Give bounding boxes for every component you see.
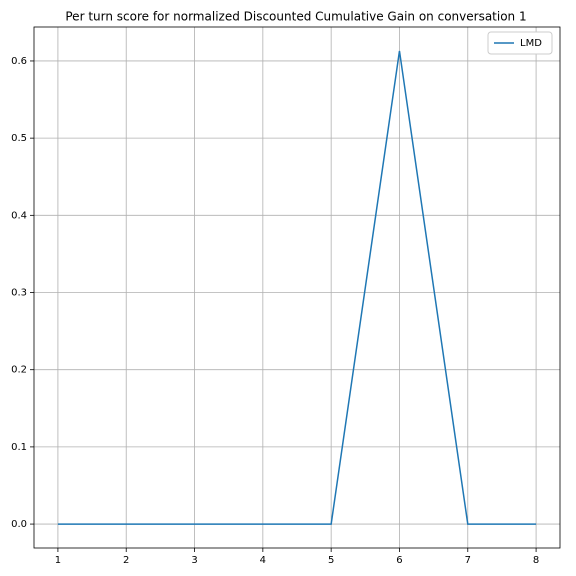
y-tick-label: 0.2 [11,365,27,376]
x-tick-label: 1 [55,555,61,566]
x-tick-label: 2 [123,555,129,566]
y-tick-label: 0.3 [11,288,27,299]
y-tick-label: 0.5 [11,133,27,144]
legend-box [487,31,553,55]
x-tick-label: 5 [328,555,334,566]
legend: LMD [487,31,553,55]
y-tick-label: 0.1 [11,442,27,453]
x-tick-label: 3 [191,555,197,566]
x-tick-label: 6 [396,555,402,566]
x-tick-label: 4 [260,555,266,566]
x-tick-label: 7 [465,555,471,566]
chart-title: Per turn score for normalized Discounted… [65,10,526,24]
y-tick-label: 0.4 [11,210,27,221]
y-tick-label: 0.0 [11,519,27,530]
line-series [57,50,537,525]
x-tick-label: 8 [533,555,539,566]
y-tick-label: 0.6 [11,56,27,67]
plot-frame [33,26,561,549]
legend-label: LMD [520,38,542,49]
